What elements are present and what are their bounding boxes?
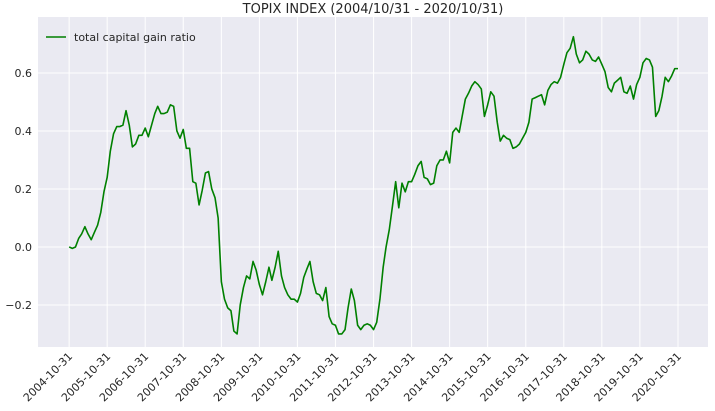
data-line (68, 35, 678, 335)
y-tick-label: −0.2 (5, 299, 32, 312)
chart-title: TOPIX INDEX (2004/10/31 - 2020/10/31) (242, 2, 504, 17)
legend-label: total capital gain ratio (74, 31, 196, 44)
plot-area (38, 17, 708, 347)
y-tick-label: 0.4 (15, 125, 33, 138)
y-tick-label: 0.0 (15, 241, 33, 254)
y-tick-label: 0.6 (15, 67, 33, 80)
y-tick-label: 0.2 (15, 183, 33, 196)
